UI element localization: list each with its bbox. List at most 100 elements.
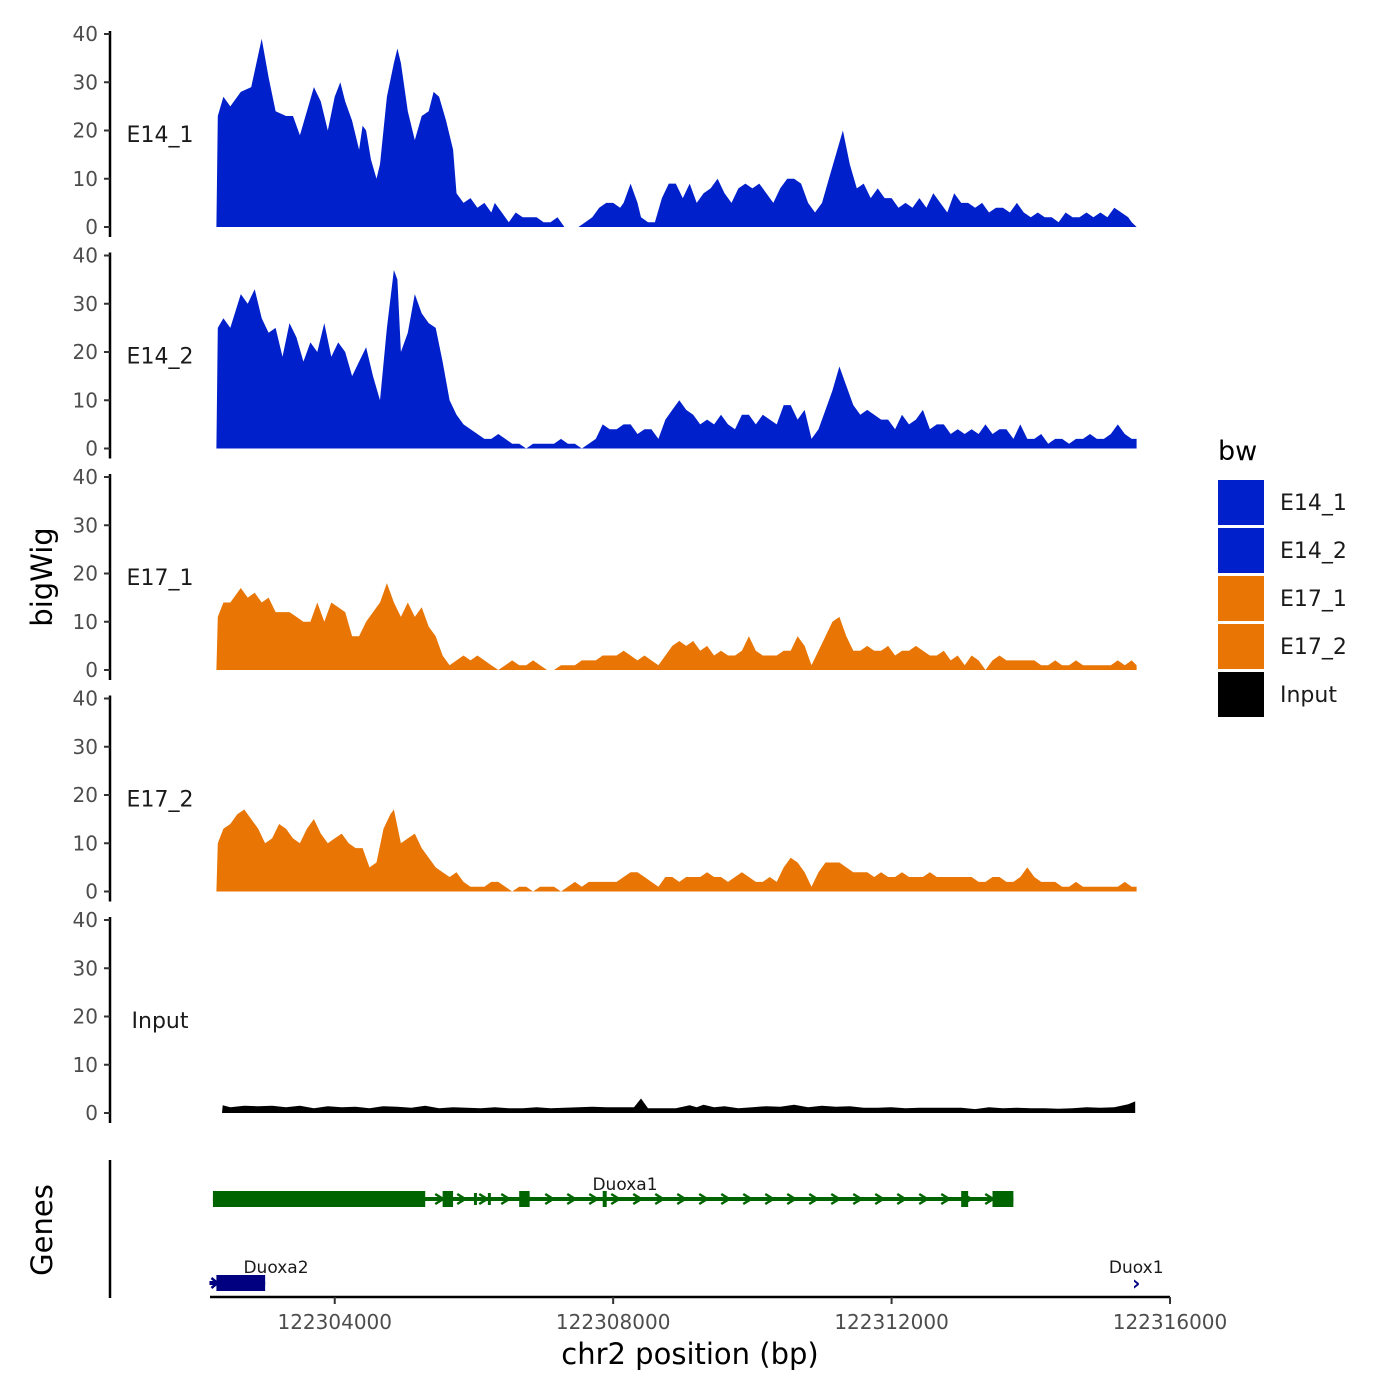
- gene-strand-chevron: [632, 1192, 644, 1206]
- legend-item-e17-2: E17_2: [1218, 624, 1347, 669]
- y-tick-label: 0: [85, 437, 98, 461]
- y-tick-label: 30: [73, 292, 98, 316]
- y-tick-label: 20: [73, 340, 98, 364]
- legend-swatch: [1218, 576, 1264, 621]
- y-tick-label: 30: [73, 735, 98, 759]
- y-tick-label: 0: [85, 880, 98, 904]
- track-input: 0 10 20 30 40 Input: [73, 908, 1136, 1125]
- gene-strand-chevron: [852, 1192, 864, 1206]
- y-tick-label: 10: [73, 610, 98, 634]
- legend-label: E17_1: [1280, 587, 1347, 612]
- y-tick-label: 0: [85, 658, 98, 682]
- coverage-area-e14-2: [216, 270, 1137, 449]
- gene-strand-chevron: [874, 1192, 886, 1206]
- gene-strand-chevron: [764, 1192, 776, 1206]
- gene-label: Duoxa2: [243, 1258, 308, 1278]
- y-tick-label: 30: [73, 70, 98, 94]
- gene-exon: [519, 1191, 530, 1207]
- gene-strand-chevron: [654, 1192, 666, 1206]
- coverage-tracks: 0 10 20 30 40 E14_1 0 10 20 30 40 E14_2 0 10 20 30 40 E17…: [73, 22, 1137, 1125]
- gene-strand-chevron: [566, 1192, 578, 1206]
- y-tick-label: 20: [73, 119, 98, 143]
- track-label-e17-1: E17_1: [127, 566, 194, 591]
- y-tick-label: 10: [73, 388, 98, 412]
- track-label-e14-2: E14_2: [127, 345, 194, 370]
- genes-panel: Duoxa1 Duoxa2 ›Duox1: [108, 1160, 1164, 1298]
- track-e14-2: 0 10 20 30 40 E14_2: [73, 244, 1137, 461]
- gene-strand-chevron: [698, 1192, 710, 1206]
- y-tick-label: 30: [73, 956, 98, 980]
- legend-swatch: [1218, 480, 1264, 525]
- y-axis-title: bigWig: [25, 527, 59, 626]
- gene-strand-arrow: ›: [1132, 1271, 1140, 1295]
- gene-minor-exon: [487, 1193, 491, 1205]
- gene-exon: [992, 1191, 1014, 1207]
- y-tick-label: 10: [73, 167, 98, 191]
- gene-exon: [212, 1191, 426, 1207]
- legend-swatch: [1218, 528, 1264, 573]
- y-tick-label: 40: [73, 465, 98, 489]
- track-e14-1: 0 10 20 30 40 E14_1: [73, 22, 1137, 239]
- legend-label: Input: [1280, 683, 1337, 708]
- y-tick-label: 0: [85, 215, 98, 239]
- track-label-input: Input: [132, 1009, 189, 1034]
- track-label-e14-1: E14_1: [127, 123, 194, 148]
- y-tick-label: 0: [85, 1101, 98, 1125]
- legend-item-e14-1: E14_1: [1218, 480, 1347, 525]
- y-tick-label: 30: [73, 513, 98, 537]
- gene-duoxa1: Duoxa1: [212, 1175, 1014, 1207]
- gene-strand-chevron: [676, 1192, 688, 1206]
- gene-strand-chevron: [456, 1192, 468, 1206]
- legend: bw E14_1 E14_2 E17_1 E17_2 Input: [1218, 436, 1347, 717]
- legend-label: E14_2: [1280, 539, 1347, 564]
- gene-exon: [442, 1191, 454, 1207]
- y-tick-label: 40: [73, 22, 98, 46]
- legend-item-input: Input: [1218, 672, 1337, 717]
- gene-strand-chevron: [940, 1192, 952, 1206]
- gene-strand-chevron: [918, 1192, 930, 1206]
- y-tick-label: 10: [73, 831, 98, 855]
- y-tick-label: 40: [73, 908, 98, 932]
- coverage-area-e17-2: [216, 809, 1137, 892]
- x-tick-label: 122308000: [556, 1310, 671, 1334]
- track-label-e17-2: E17_2: [127, 788, 194, 813]
- gene-strand-chevron: [588, 1192, 600, 1206]
- x-tick-label: 122304000: [277, 1310, 392, 1334]
- gene-duoxa2: Duoxa2: [209, 1258, 309, 1291]
- gene-strand-chevron: [742, 1192, 754, 1206]
- x-axis-title: chr2 position (bp): [561, 1337, 818, 1371]
- gene-strand-chevron: [896, 1192, 908, 1206]
- gene-strand-chevron: [786, 1192, 798, 1206]
- legend-item-e14-2: E14_2: [1218, 528, 1347, 573]
- track-e17-2: 0 10 20 30 40 E17_2: [73, 687, 1137, 904]
- legend-label: E14_1: [1280, 491, 1347, 516]
- gene-strand-chevron: [720, 1192, 732, 1206]
- x-tick-label: 122316000: [1113, 1310, 1228, 1334]
- coverage-area-e14-1: [216, 38, 1137, 227]
- y-tick-label: 20: [73, 1005, 98, 1029]
- gene-duox1: ›Duox1: [1109, 1258, 1164, 1295]
- gene-label: Duox1: [1109, 1258, 1164, 1278]
- y-tick-label: 10: [73, 1053, 98, 1077]
- legend-label: E17_2: [1280, 635, 1347, 660]
- gene-strand-chevron: [808, 1192, 820, 1206]
- y-tick-label: 20: [73, 783, 98, 807]
- gene-label: Duoxa1: [592, 1175, 657, 1195]
- y-tick-label: 40: [73, 687, 98, 711]
- y-tick-label: 20: [73, 562, 98, 586]
- track-e17-1: 0 10 20 30 40 E17_1: [73, 465, 1137, 682]
- genes-panel-title: Genes: [25, 1184, 59, 1276]
- legend-swatch: [1218, 672, 1264, 717]
- gene-strand-chevron: [544, 1192, 556, 1206]
- gene-minor-exon: [473, 1193, 477, 1205]
- gene-strand-chevron: [610, 1192, 622, 1206]
- legend-swatch: [1218, 624, 1264, 669]
- x-tick-label: 122312000: [834, 1310, 949, 1334]
- gene-exon: [216, 1275, 266, 1291]
- x-axis: 122304000 122308000 122312000 122316000: [210, 1295, 1228, 1334]
- gene-strand-chevron: [500, 1192, 512, 1206]
- gene-exon: [602, 1191, 607, 1207]
- coverage-area-e17-1: [216, 583, 1137, 670]
- gene-exon: [961, 1191, 969, 1207]
